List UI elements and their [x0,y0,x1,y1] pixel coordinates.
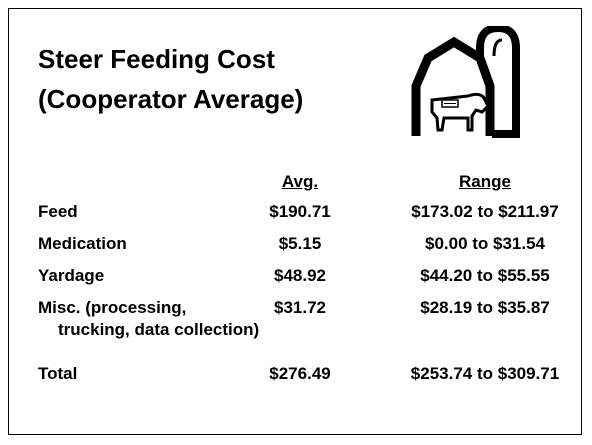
column-header: Avg. [281,172,319,191]
cell-value: $48.92 [274,266,326,285]
cell-value: $0.00 to $31.54 [424,234,546,253]
cell-value: $173.02 to $211.97 [411,202,559,221]
slide-border [8,8,582,435]
cell-value: $28.19 to $35.87 [420,298,550,317]
cell-value: $44.20 to $55.55 [420,266,550,285]
barn-icon [411,26,520,138]
row-label: trucking, data collection) [58,320,260,339]
cell-value: $31.72 [274,298,326,317]
row-label: Medication [38,234,127,253]
cell-value: $190.71 [269,202,331,221]
row-label: Misc. (processing, [38,298,187,317]
row-label: Feed [38,202,78,221]
row-label: Total [38,364,78,383]
cell-value: $276.49 [269,364,331,383]
title-line: Steer Feeding Cost [38,44,275,74]
column-header: Range [459,172,511,191]
cell-value: $5.15 [278,234,322,253]
row-label: Yardage [38,266,105,285]
title-line: (Cooperator Average) [38,84,304,114]
cell-value: $253.74 to $309.71 [410,364,560,383]
